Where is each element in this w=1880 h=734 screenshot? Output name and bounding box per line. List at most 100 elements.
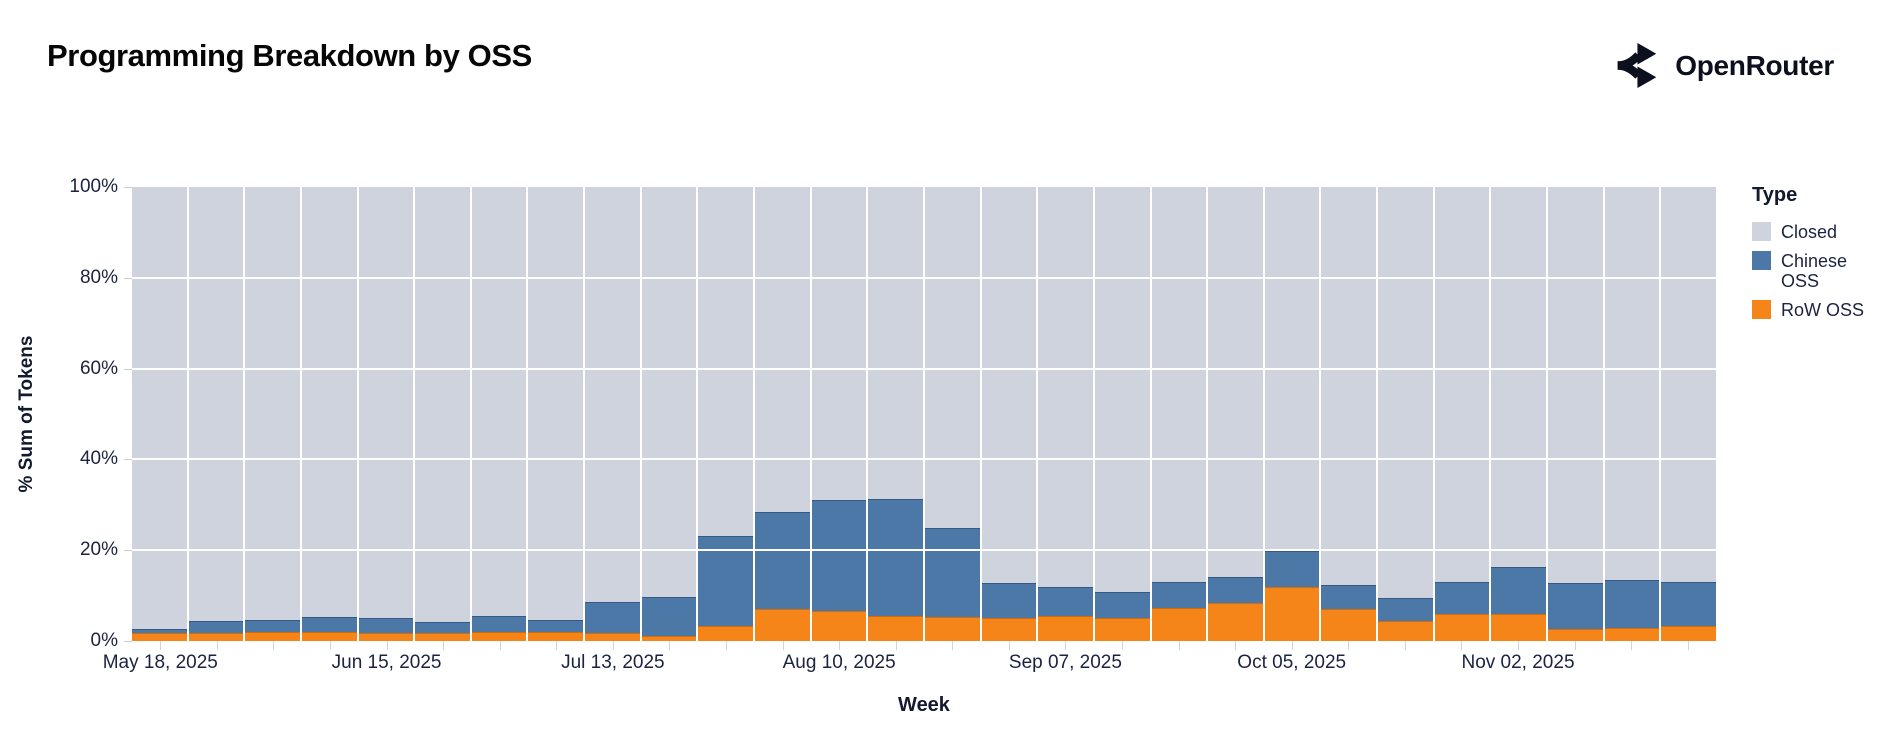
x-tick-mark-25 [1518, 641, 1519, 650]
legend-items: Closed Chinese OSS RoW OSS [1752, 222, 1878, 321]
segment-row [1264, 586, 1320, 641]
segment-chinese [132, 629, 187, 634]
bar-week-17[interactable] [1038, 187, 1093, 641]
segment-row [1151, 608, 1207, 641]
legend-swatch [1752, 222, 1771, 241]
segment-row [1434, 613, 1490, 641]
segment-chinese [1264, 551, 1320, 587]
segment-closed [1321, 187, 1377, 586]
x-tick-mark-19 [1178, 641, 1180, 650]
segment-closed [1434, 187, 1490, 582]
segment-row [755, 609, 810, 641]
segment-chinese [1038, 587, 1093, 617]
segment-row [1038, 616, 1093, 641]
bar-week-25[interactable] [1491, 187, 1547, 641]
x-tick-mark-24 [1461, 641, 1463, 650]
segment-row [471, 632, 527, 641]
segment-row [1094, 618, 1150, 641]
segment-closed [188, 187, 244, 622]
bar-week-8[interactable] [528, 187, 584, 641]
y-tick-mark-40 [124, 459, 132, 461]
x-tick-label: Nov 02, 2025 [1461, 652, 1575, 673]
bar-week-24[interactable] [1434, 187, 1490, 641]
segment-closed [471, 187, 527, 617]
y-tick-label-0: 0% [90, 630, 118, 651]
segment-row [981, 618, 1037, 641]
segment-closed [698, 187, 754, 537]
x-tick-label: Jul 13, 2025 [561, 652, 665, 673]
bar-week-10[interactable] [641, 187, 697, 641]
bar-week-12[interactable] [755, 187, 810, 641]
segment-chinese [585, 602, 640, 633]
x-tick-mark-15 [952, 641, 954, 650]
bar-week-5[interactable] [358, 187, 414, 641]
x-tick-label: Jun 15, 2025 [331, 652, 442, 673]
openrouter-logo-icon [1613, 42, 1660, 89]
segment-chinese [188, 621, 244, 633]
legend-item-row-oss: RoW OSS [1752, 300, 1878, 320]
bar-week-16[interactable] [981, 187, 1037, 641]
bar-week-23[interactable] [1378, 187, 1433, 641]
x-tick-mark-7 [499, 641, 501, 650]
segment-closed [924, 187, 980, 529]
legend: Type Closed Chinese OSS RoW OSS [1752, 184, 1878, 330]
y-tick-mark-20 [124, 550, 132, 552]
bar-week-15[interactable] [924, 187, 980, 641]
bar-week-6[interactable] [415, 187, 470, 641]
segment-closed [1094, 187, 1150, 593]
x-tick-mark-2 [216, 641, 218, 650]
segment-row [811, 611, 867, 641]
x-tick-mark-13 [839, 641, 841, 650]
bar-week-28[interactable] [1661, 187, 1716, 641]
legend-label: Closed [1781, 222, 1838, 242]
bar-week-13[interactable] [811, 187, 867, 641]
segment-chinese [641, 597, 697, 637]
segment-chinese [301, 616, 357, 632]
x-tick-label: Aug 10, 2025 [782, 652, 896, 673]
bar-week-26[interactable] [1548, 187, 1603, 641]
bar-week-4[interactable] [301, 187, 357, 641]
segment-closed [358, 187, 414, 619]
page-title: Programming Breakdown by OSS [47, 38, 532, 73]
segment-closed [1661, 187, 1716, 583]
segment-chinese [245, 620, 300, 632]
y-tick-label-100: 100% [69, 176, 118, 197]
segment-closed [415, 187, 470, 622]
segment-closed [1264, 187, 1320, 552]
segment-chinese [868, 498, 923, 617]
x-tick-mark-6 [443, 641, 445, 650]
bar-week-20[interactable] [1208, 187, 1263, 641]
legend-item-closed: Closed [1752, 222, 1878, 242]
x-axis-title: Week [898, 694, 950, 716]
segment-chinese [1548, 583, 1603, 629]
bar-week-7[interactable] [471, 187, 527, 641]
bar-week-1[interactable] [132, 187, 187, 641]
bar-week-9[interactable] [585, 187, 640, 641]
segment-row [1378, 620, 1433, 641]
x-tick-mark-20 [1235, 641, 1237, 650]
x-tick-mark-3 [273, 641, 275, 650]
bar-week-18[interactable] [1094, 187, 1150, 641]
segment-closed [641, 187, 697, 598]
bar-week-2[interactable] [188, 187, 244, 641]
x-tick-mark-27 [1631, 641, 1633, 650]
bar-week-22[interactable] [1321, 187, 1377, 641]
bar-week-11[interactable] [698, 187, 754, 641]
bar-week-3[interactable] [245, 187, 300, 641]
segment-closed [132, 187, 187, 630]
bar-week-19[interactable] [1151, 187, 1207, 641]
bar-week-27[interactable] [1604, 187, 1660, 641]
segment-closed [1151, 187, 1207, 582]
plot-area [132, 187, 1716, 641]
x-tick-mark-1 [160, 641, 162, 650]
segment-chinese [755, 512, 810, 610]
segment-row [1491, 614, 1547, 641]
bar-week-21[interactable] [1264, 187, 1320, 641]
segment-closed [585, 187, 640, 603]
segment-closed [755, 187, 810, 513]
segment-row [698, 625, 754, 641]
y-tick-label-20: 20% [79, 539, 118, 561]
segment-row [1321, 608, 1377, 641]
bar-week-14[interactable] [868, 187, 923, 641]
